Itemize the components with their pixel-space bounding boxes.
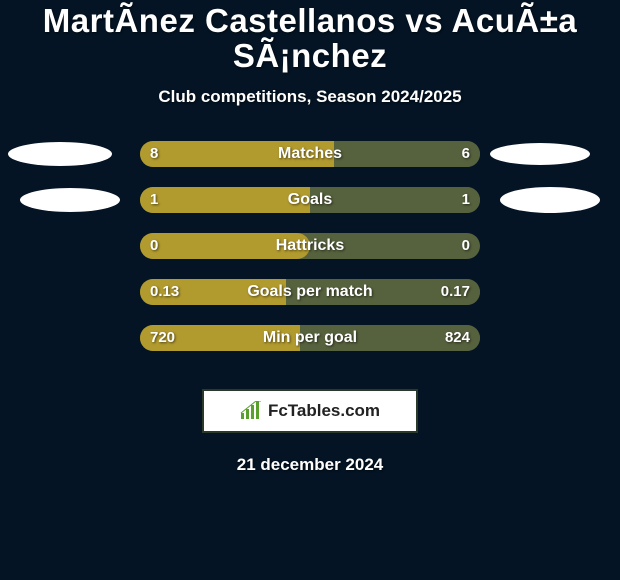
stat-row: Goals per match0.130.17: [0, 279, 620, 325]
content: MartÃ­nez Castellanos vs AcuÃ±a SÃ¡nchez…: [0, 0, 620, 475]
stat-row: Matches86: [0, 141, 620, 187]
team-indicator-left: [20, 188, 120, 212]
bar-fill-left: [140, 279, 286, 305]
team-indicator-left: [8, 142, 112, 166]
stat-row: Hattricks00: [0, 233, 620, 279]
bar-fill-left: [140, 325, 300, 351]
brand-box[interactable]: FcTables.com: [202, 389, 418, 433]
bar-fill-right: [334, 141, 480, 167]
stat-row: Goals11: [0, 187, 620, 233]
bar-fill-right: [300, 325, 480, 351]
bar-fill-left: [140, 141, 334, 167]
bar-fill-left: [140, 233, 310, 259]
bar-fill-left: [140, 187, 310, 213]
date: 21 december 2024: [0, 455, 620, 475]
team-indicator-right: [490, 143, 590, 165]
brand-text: FcTables.com: [268, 401, 380, 421]
page-title: MartÃ­nez Castellanos vs AcuÃ±a SÃ¡nchez: [0, 4, 620, 73]
bar-chart-icon: [240, 401, 262, 421]
team-indicator-right: [500, 187, 600, 213]
subtitle: Club competitions, Season 2024/2025: [0, 87, 620, 107]
bar-fill-right: [310, 187, 480, 213]
comparison-card: MartÃ­nez Castellanos vs AcuÃ±a SÃ¡nchez…: [0, 0, 620, 580]
stat-rows: Matches86Goals11Hattricks00Goals per mat…: [0, 141, 620, 371]
bar-fill-right: [286, 279, 480, 305]
stat-row: Min per goal720824: [0, 325, 620, 371]
